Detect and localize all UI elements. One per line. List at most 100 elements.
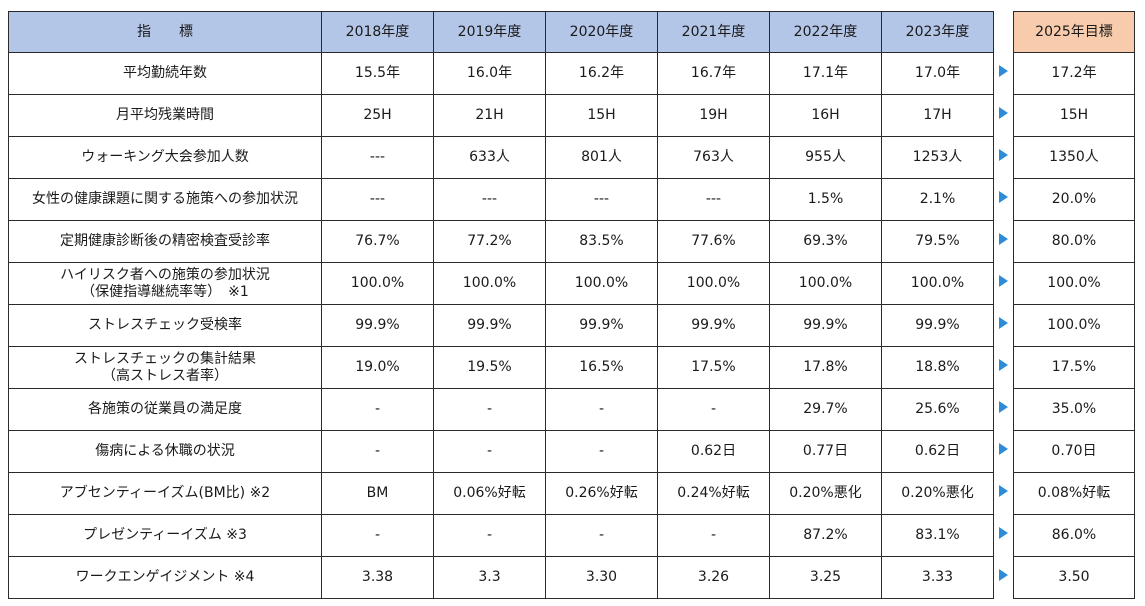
- target-value: 0.70日: [1013, 430, 1135, 473]
- triangle-right-icon: [999, 443, 1008, 455]
- indicator-label-line: （高ストレス者率）: [102, 367, 228, 384]
- year-value: BM: [321, 472, 434, 515]
- indicator-label-line: 女性の健康課題に関する施策への参加状況: [32, 191, 298, 207]
- indicator-label-line: （保健指導継続率等） ※1: [81, 283, 249, 300]
- year-value: ---: [545, 178, 658, 221]
- target-value: 0.08%好転: [1013, 472, 1135, 515]
- indicator-label: プレゼンティーイズム ※3: [8, 514, 322, 557]
- year-value: 16H: [769, 94, 882, 137]
- indicator-label-line: ワークエンゲイジメント ※4: [75, 569, 255, 585]
- year-value: 99.9%: [657, 304, 770, 347]
- triangle-right-icon: [999, 485, 1008, 497]
- health-indicators-table-container: 指 標 2018年度 2019年度 2020年度 2021年度 2022年度 2…: [8, 11, 1135, 599]
- year-value: 0.24%好転: [657, 472, 770, 515]
- year-value: 633人: [433, 136, 546, 179]
- table-row: ストレスチェック受検率 99.9% 99.9% 99.9% 99.9% 99.9% 99.9…: [8, 304, 1135, 347]
- year-value: 99.9%: [769, 304, 882, 347]
- year-value: 100.0%: [433, 262, 546, 305]
- triangle-right-icon: [999, 527, 1008, 539]
- year-value: 16.2年: [545, 52, 658, 95]
- year-value: -: [433, 514, 546, 557]
- year-value: 0.62日: [657, 430, 770, 473]
- year-value: -: [545, 514, 658, 557]
- table-row: 平均勤続年数 15.5年 16.0年 16.2年 16.7年 17.1年 17.0年 17.2…: [8, 52, 1135, 95]
- indicator-label: ストレスチェック受検率: [8, 304, 322, 347]
- year-value: 18.8%: [881, 346, 994, 389]
- header-row: 指 標 2018年度 2019年度 2020年度 2021年度 2022年度 2…: [8, 11, 1135, 53]
- indicator-label-line: ハイリスク者への施策の参加状況: [60, 266, 270, 283]
- year-value: 2.1%: [881, 178, 994, 221]
- year-value: 79.5%: [881, 220, 994, 263]
- header-target: 2025年目標: [1013, 11, 1135, 53]
- year-value: -: [433, 430, 546, 473]
- target-value: 80.0%: [1013, 220, 1135, 263]
- year-value: 955人: [769, 136, 882, 179]
- indicator-label-line: アブセンティーイズム(BM比) ※2: [59, 485, 271, 501]
- year-value: 21H: [433, 94, 546, 137]
- year-value: 25.6%: [881, 388, 994, 431]
- header-year: 2023年度: [881, 11, 994, 53]
- year-value: 0.20%悪化: [769, 472, 882, 515]
- year-value: 100.0%: [321, 262, 434, 305]
- arrow-cell: [993, 136, 1014, 179]
- year-value: 17H: [881, 94, 994, 137]
- triangle-right-icon: [999, 275, 1008, 287]
- year-value: ---: [321, 178, 434, 221]
- triangle-right-icon: [999, 401, 1008, 413]
- target-value: 100.0%: [1013, 304, 1135, 347]
- year-value: 3.38: [321, 556, 434, 599]
- year-value: 83.5%: [545, 220, 658, 263]
- arrow-cell: [993, 220, 1014, 263]
- year-value: -: [545, 430, 658, 473]
- year-value: 29.7%: [769, 388, 882, 431]
- triangle-right-icon: [999, 65, 1008, 77]
- indicator-label: ハイリスク者への施策の参加状況 （保健指導継続率等） ※1: [8, 262, 322, 305]
- indicator-label: ウォーキング大会参加人数: [8, 136, 322, 179]
- year-value: ---: [321, 136, 434, 179]
- arrow-cell: [993, 52, 1014, 95]
- triangle-right-icon: [999, 107, 1008, 119]
- year-value: 15H: [545, 94, 658, 137]
- arrow-cell: [993, 430, 1014, 473]
- year-value: -: [321, 388, 434, 431]
- year-value: -: [321, 430, 434, 473]
- year-value: 76.7%: [321, 220, 434, 263]
- arrow-cell: [993, 556, 1014, 599]
- indicator-label-line: 各施策の従業員の満足度: [88, 401, 242, 417]
- target-value: 35.0%: [1013, 388, 1135, 431]
- arrow-cell: [993, 262, 1014, 305]
- table-row: アブセンティーイズム(BM比) ※2 BM 0.06%好転 0.26%好転 0.24%好…: [8, 472, 1135, 515]
- year-value: 99.9%: [545, 304, 658, 347]
- indicator-label-line: ストレスチェック受検率: [88, 317, 242, 333]
- arrow-cell: [993, 94, 1014, 137]
- indicator-label: 女性の健康課題に関する施策への参加状況: [8, 178, 322, 221]
- indicator-label-line: 平均勤続年数: [123, 65, 207, 81]
- year-value: -: [657, 514, 770, 557]
- indicator-label-line: ストレスチェックの集計結果: [74, 350, 256, 367]
- indicator-label: 平均勤続年数: [8, 52, 322, 95]
- target-value: 15H: [1013, 94, 1135, 137]
- indicator-label: アブセンティーイズム(BM比) ※2: [8, 472, 322, 515]
- year-value: 3.26: [657, 556, 770, 599]
- arrow-cell: [993, 178, 1014, 221]
- arrow-cell: [993, 388, 1014, 431]
- year-value: 19.5%: [433, 346, 546, 389]
- year-value: 77.2%: [433, 220, 546, 263]
- table-row: 各施策の従業員の満足度 - - - -29.7% 25.6% 35.0%: [8, 388, 1135, 431]
- year-value: 3.25: [769, 556, 882, 599]
- indicator-label: ワークエンゲイジメント ※4: [8, 556, 322, 599]
- year-value: -: [657, 388, 770, 431]
- arrow-cell: [993, 514, 1014, 557]
- year-value: 100.0%: [657, 262, 770, 305]
- table-row: 女性の健康課題に関する施策への参加状況 --- --- --- --- 1.5% 2.1% 2…: [8, 178, 1135, 221]
- year-value: 15.5年: [321, 52, 434, 95]
- year-value: 25H: [321, 94, 434, 137]
- header-year: 2021年度: [657, 11, 770, 53]
- year-value: 1.5%: [769, 178, 882, 221]
- indicator-label-line: プレゼンティーイズム ※3: [83, 527, 247, 543]
- target-value: 17.5%: [1013, 346, 1135, 389]
- year-value: 100.0%: [769, 262, 882, 305]
- triangle-right-icon: [999, 149, 1008, 161]
- table-row: ストレスチェックの集計結果 （高ストレス者率） 19.0% 19.5% 16.5% 17.…: [8, 346, 1135, 389]
- target-value: 1350人: [1013, 136, 1135, 179]
